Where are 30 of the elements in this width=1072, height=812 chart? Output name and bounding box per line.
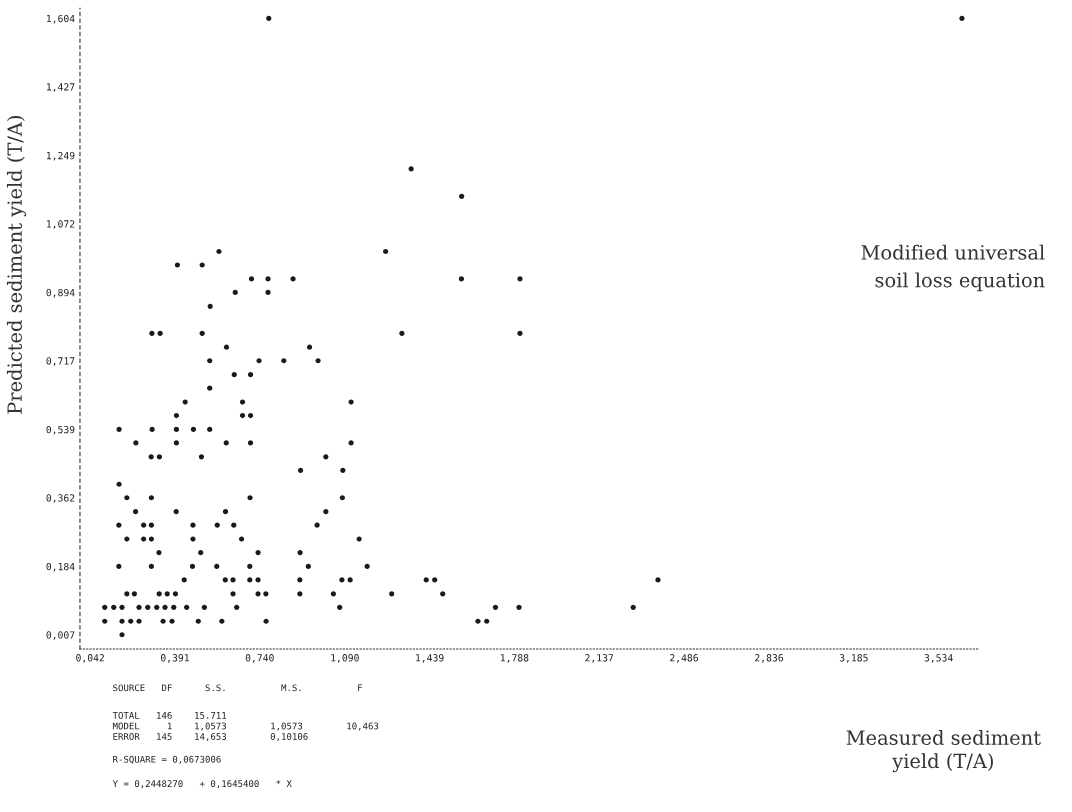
y-tick-label: 1,604 [47,14,75,24]
x-tick-label: 2,137 [585,654,614,663]
x-tick-label: 2,836 [755,654,784,663]
y-tick-label: 1,427 [47,83,75,92]
y-tick-label: 1,072 [47,220,75,229]
source-note: SOURCE DF S.S. M.S. F [113,684,363,692]
x-tick-label: 2,486 [670,654,698,663]
text: TOTAL 146 15.711 [112,712,227,719]
text: Measured sediment yield (T/A) [846,729,1041,773]
y-tick-label: 0,539 [46,425,75,435]
y-tick-label: 0,007 [46,631,75,640]
y-axis-title: Predicted sediment yield (T/A) [6,116,27,414]
y-tick-label: 0,184 [46,562,75,572]
x-tick-label: 0,740 [245,654,274,663]
x-tick-label: 1,788 [500,654,529,663]
x-tick-label: 1,439 [416,654,444,663]
y-tick-label: 0,362 [46,494,75,503]
x-tick-label: 3,185 [839,654,868,663]
x-tick-label: 1,090 [331,654,359,663]
text: ERROR 145 14,653 0,10106 [113,733,308,742]
annotation: Modified universal soil loss equation [861,244,1045,292]
y-tick-label: 0,717 [46,357,75,366]
text: R-SQUARE = 0,0673006 [113,755,221,764]
x-tick-label: 0,391 [160,654,189,663]
y-tick-label: 1,249 [47,151,75,161]
text: MODEL 1 1,0573 1,0573 10,463 [112,722,379,731]
text: Y = 0,2448270 + 0,1645400 * X [112,780,292,789]
x-tick-label: 0,042 [76,654,104,663]
y-tick-label: 0,894 [46,288,75,298]
x-tick-label: 3,534 [924,654,953,663]
